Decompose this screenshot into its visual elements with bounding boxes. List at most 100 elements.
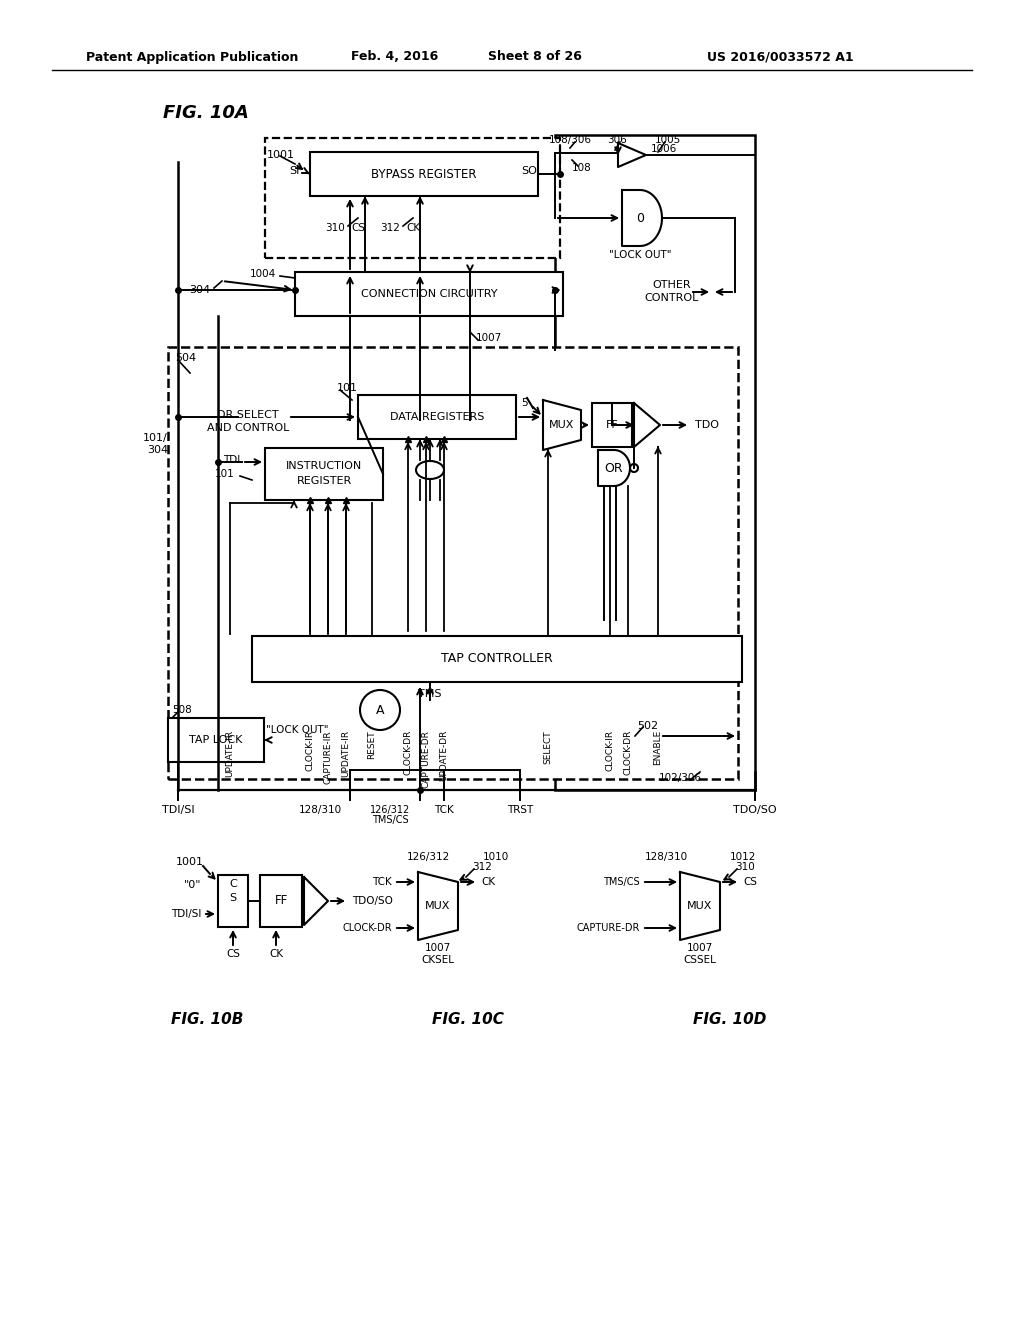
- Text: CAPTURE-DR: CAPTURE-DR: [422, 730, 430, 788]
- Text: REGISTER: REGISTER: [296, 477, 351, 486]
- Text: 126/312: 126/312: [407, 851, 451, 862]
- Text: A: A: [376, 704, 384, 717]
- Text: S: S: [229, 894, 237, 903]
- Text: 310: 310: [735, 862, 755, 873]
- Text: 1007: 1007: [687, 942, 713, 953]
- Text: MUX: MUX: [549, 420, 574, 430]
- Bar: [218, 875, 248, 927]
- Text: 312: 312: [380, 223, 400, 234]
- Text: Patent Application Publication: Patent Application Publication: [86, 50, 298, 63]
- Bar: [358, 395, 516, 440]
- Text: TMS/CS: TMS/CS: [603, 876, 640, 887]
- Text: TDO/SO: TDO/SO: [733, 805, 777, 814]
- Text: TDI/SI: TDI/SI: [171, 909, 201, 919]
- Text: 101: 101: [337, 383, 358, 393]
- Text: 312: 312: [472, 862, 492, 873]
- Text: BYPASS REGISTER: BYPASS REGISTER: [372, 168, 477, 181]
- Text: UPDATE-IR: UPDATE-IR: [225, 730, 234, 777]
- Text: CK: CK: [406, 223, 420, 234]
- Text: UPDATE-DR: UPDATE-DR: [439, 730, 449, 781]
- Text: Feb. 4, 2016: Feb. 4, 2016: [351, 50, 438, 63]
- Text: 108/306: 108/306: [549, 135, 592, 145]
- Text: CLOCK-IR: CLOCK-IR: [305, 730, 314, 771]
- Text: 1004: 1004: [250, 269, 276, 279]
- Text: CSSEL: CSSEL: [684, 954, 717, 965]
- Text: FIG. 10B: FIG. 10B: [171, 1012, 243, 1027]
- Text: 1006: 1006: [651, 144, 677, 154]
- Text: TAP CONTROLLER: TAP CONTROLLER: [441, 652, 553, 665]
- Text: CLOCK-IR: CLOCK-IR: [605, 730, 614, 771]
- Text: CS: CS: [226, 949, 240, 960]
- Polygon shape: [304, 876, 328, 925]
- Text: 508: 508: [172, 705, 191, 715]
- Text: UPDATE-IR: UPDATE-IR: [341, 730, 350, 777]
- Polygon shape: [622, 190, 662, 246]
- Text: TDO/SO: TDO/SO: [352, 896, 393, 906]
- Polygon shape: [634, 403, 660, 447]
- Text: TMS: TMS: [418, 689, 441, 700]
- Bar: [265, 447, 383, 500]
- Text: TDI/SI: TDI/SI: [162, 805, 195, 814]
- Text: OR: OR: [605, 462, 624, 474]
- Text: Sheet 8 of 26: Sheet 8 of 26: [488, 50, 582, 63]
- Text: 504: 504: [175, 352, 197, 363]
- Text: FIG. 10C: FIG. 10C: [432, 1012, 504, 1027]
- Text: FIG. 10D: FIG. 10D: [693, 1012, 767, 1027]
- Text: SELECT: SELECT: [544, 730, 553, 764]
- Text: MUX: MUX: [425, 902, 451, 911]
- Text: 1007: 1007: [476, 333, 502, 343]
- Text: SO: SO: [521, 166, 537, 176]
- Text: SI: SI: [290, 166, 300, 176]
- Text: TCK: TCK: [373, 876, 392, 887]
- Text: CS: CS: [351, 223, 365, 234]
- Text: 1010: 1010: [483, 851, 509, 862]
- Text: AND CONTROL: AND CONTROL: [207, 422, 289, 433]
- Text: OTHER: OTHER: [652, 280, 691, 290]
- Text: 5: 5: [520, 399, 527, 408]
- Text: 304: 304: [146, 445, 168, 455]
- Text: 101/: 101/: [143, 433, 168, 444]
- Polygon shape: [543, 400, 581, 450]
- Text: CK: CK: [269, 949, 283, 960]
- Text: 306: 306: [607, 135, 627, 145]
- Text: 1005: 1005: [655, 135, 681, 145]
- Bar: [555, 135, 755, 789]
- Text: CAPTURE-DR: CAPTURE-DR: [577, 923, 640, 933]
- Text: 1001: 1001: [176, 857, 204, 867]
- Polygon shape: [418, 873, 458, 940]
- Text: "LOCK OUT": "LOCK OUT": [608, 249, 672, 260]
- Text: CK: CK: [481, 876, 496, 887]
- Text: RESET: RESET: [368, 730, 377, 759]
- Text: TAP LOCK: TAP LOCK: [189, 735, 243, 744]
- Text: 304: 304: [188, 285, 210, 294]
- Text: US 2016/0033572 A1: US 2016/0033572 A1: [707, 50, 853, 63]
- Text: 108: 108: [572, 162, 592, 173]
- Text: INSTRUCTION: INSTRUCTION: [286, 461, 362, 471]
- Text: 126/312: 126/312: [370, 805, 411, 814]
- Text: DR SELECT: DR SELECT: [217, 411, 279, 420]
- Text: 101: 101: [215, 469, 234, 479]
- Text: TDI: TDI: [223, 455, 240, 465]
- Text: 128/310: 128/310: [645, 851, 688, 862]
- Bar: [260, 875, 302, 927]
- Text: "0": "0": [183, 880, 201, 890]
- Polygon shape: [598, 450, 630, 486]
- Text: FF: FF: [274, 895, 288, 908]
- Text: 1012: 1012: [730, 851, 757, 862]
- Text: ENABLE: ENABLE: [653, 730, 663, 766]
- Text: CAPTURE-IR: CAPTURE-IR: [324, 730, 333, 784]
- Text: 502: 502: [637, 721, 658, 731]
- Bar: [295, 272, 563, 315]
- Bar: [252, 636, 742, 682]
- Text: 0: 0: [636, 211, 644, 224]
- Bar: [310, 152, 538, 195]
- Text: 128/310: 128/310: [298, 805, 342, 814]
- Text: CKSEL: CKSEL: [422, 954, 455, 965]
- Text: DATA REGISTERS: DATA REGISTERS: [390, 412, 484, 422]
- Text: MUX: MUX: [687, 902, 713, 911]
- Text: CLOCK-DR: CLOCK-DR: [624, 730, 633, 775]
- Text: 1007: 1007: [425, 942, 452, 953]
- Text: TMS/CS: TMS/CS: [372, 814, 409, 825]
- Bar: [592, 403, 632, 447]
- Text: TCK: TCK: [434, 805, 454, 814]
